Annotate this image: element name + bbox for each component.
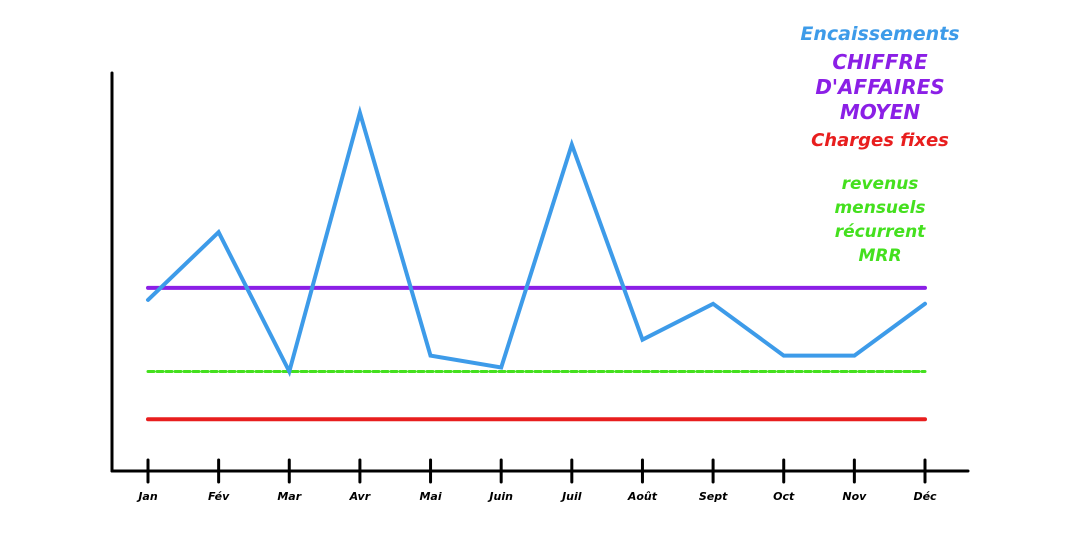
x-tick-label: Nov [842,490,867,503]
x-tick-label: Oct [773,490,795,503]
x-tick-label: Déc [913,490,937,503]
legend-item-revenus-mensuels-recurrent-mrr: revenus mensuels récurrent MRR [834,174,926,266]
x-tick-label: Jan [136,490,158,503]
series-line-encaissements [146,105,927,378]
legend-label: mensuels [834,198,925,218]
axes-layer [110,71,970,473]
legend-label: revenus [842,174,919,194]
x-tick-label: Mar [277,490,301,503]
x-tick-label: Août [627,490,658,503]
x-tick-label: Avr [349,490,371,503]
x-tick-label: Fév [208,490,230,503]
x-tick-label: Juil [560,490,582,503]
legend-label: récurrent [835,222,926,242]
series-layer [146,105,927,422]
legend-label: CHIFFRE [832,50,928,74]
legend-item-encaissements: Encaissements [800,23,959,45]
legend-label: D'AFFAIRES [815,75,944,99]
x-tick-label: Mai [419,490,441,503]
ticks-layer: Jan Fév Mar Avr Mai Juin Juil Août Sept Oct Nov Déc [136,458,937,503]
x-tick-label: Sept [699,490,728,503]
legend-label: Charges fixes [811,130,949,151]
legend-item-charges-fixes: Charges fixes [811,130,949,151]
x-tick-label: Juin [487,490,513,503]
series-encaissements [146,105,927,378]
legend-label: MRR [858,246,901,266]
legend-label: Encaissements [800,23,959,45]
legend-label: MOYEN [840,100,921,124]
